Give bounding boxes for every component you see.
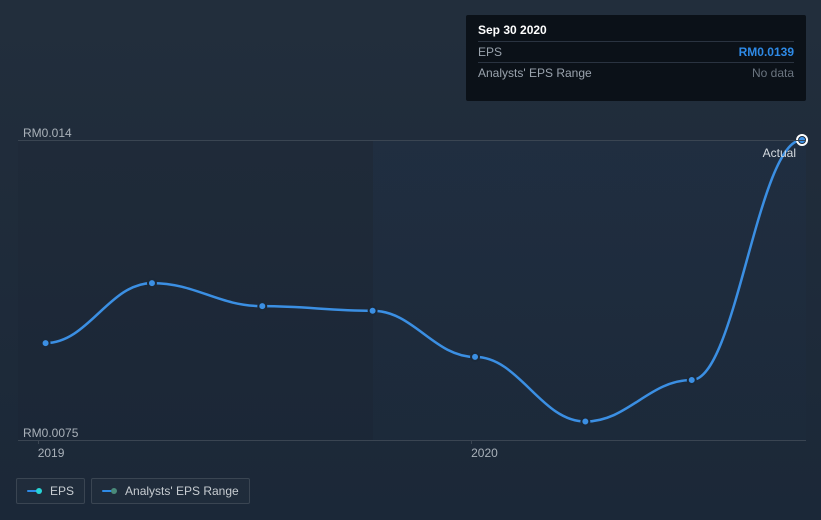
tooltip-row: EPS RM0.0139 xyxy=(478,41,794,62)
x-axis-tick-label: 2019 xyxy=(38,446,65,460)
legend-label: Analysts' EPS Range xyxy=(125,484,239,498)
tooltip-date: Sep 30 2020 xyxy=(478,23,794,41)
eps-point[interactable] xyxy=(471,353,479,361)
y-gridline xyxy=(18,140,806,141)
legend-swatch xyxy=(27,488,42,494)
chart-legend: EPS Analysts' EPS Range xyxy=(16,478,250,504)
y-gridline xyxy=(18,440,806,441)
eps-point[interactable] xyxy=(369,307,377,315)
x-axis-tick-label: 2020 xyxy=(471,446,498,460)
y-axis-tick-label: RM0.0075 xyxy=(23,426,78,440)
tooltip-row-value: RM0.0139 xyxy=(739,45,794,59)
y-axis-tick-label: RM0.014 xyxy=(23,126,72,140)
chart-container: Sep 30 2020 EPS RM0.0139 Analysts' EPS Ran… xyxy=(0,0,821,520)
eps-point[interactable] xyxy=(688,376,696,384)
tooltip-row-label: EPS xyxy=(478,45,642,59)
legend-item[interactable]: EPS xyxy=(16,478,85,504)
actual-region-label: Actual xyxy=(763,146,796,160)
legend-label: EPS xyxy=(50,484,74,498)
tooltip-row-label: Analysts' EPS Range xyxy=(478,66,642,80)
chart-svg xyxy=(18,140,806,440)
eps-point[interactable] xyxy=(258,302,266,310)
tooltip-row: Analysts' EPS Range No data xyxy=(478,62,794,83)
x-axis-tick xyxy=(471,440,472,444)
chart-tooltip: Sep 30 2020 EPS RM0.0139 Analysts' EPS Ran… xyxy=(466,15,806,101)
tooltip-row-value: No data xyxy=(752,66,794,80)
x-axis-tick xyxy=(38,440,39,444)
eps-point[interactable] xyxy=(581,418,589,426)
eps-point[interactable] xyxy=(42,339,50,347)
chart-plot-area xyxy=(18,140,806,440)
legend-swatch xyxy=(102,488,117,494)
eps-point[interactable] xyxy=(148,279,156,287)
legend-item[interactable]: Analysts' EPS Range xyxy=(91,478,250,504)
